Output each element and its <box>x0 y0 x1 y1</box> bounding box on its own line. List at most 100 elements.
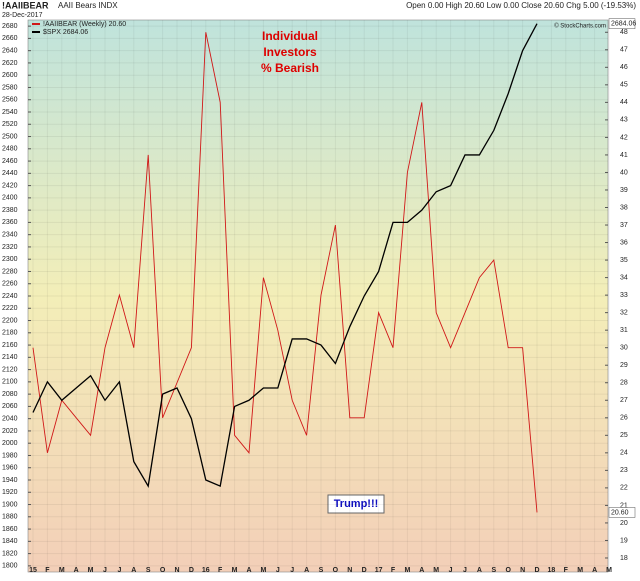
y2-tick-label: 33 <box>620 292 628 299</box>
y2-tick-label: 27 <box>620 397 628 404</box>
x-tick-label: J <box>103 567 107 574</box>
y-tick-label: 2260 <box>2 281 18 288</box>
x-tick-label: 18 <box>548 567 556 574</box>
y2-tick-label: 39 <box>620 187 628 194</box>
chart-subtitle: AAII Bears INDX <box>58 1 118 10</box>
y-tick-label: 2640 <box>2 48 18 55</box>
y2-tick-label: 41 <box>620 152 628 159</box>
end-label: 20.60 <box>611 509 629 516</box>
y-tick-label: 2200 <box>2 317 18 324</box>
x-tick-label: A <box>246 567 251 574</box>
y-tick-label: 1860 <box>2 526 18 533</box>
chart-title: !AAIIBEAR <box>2 0 49 10</box>
y-tick-label: 2320 <box>2 244 18 251</box>
y-tick-label: 1820 <box>2 550 18 557</box>
y-tick-label: 2520 <box>2 121 18 128</box>
y2-tick-label: 23 <box>620 467 628 474</box>
x-tick-label: O <box>333 567 339 574</box>
y-tick-label: 2240 <box>2 293 18 300</box>
y2-tick-label: 45 <box>620 82 628 89</box>
y-tick-label: 2500 <box>2 133 18 140</box>
x-tick-label: A <box>304 567 309 574</box>
x-tick-label: S <box>319 567 324 574</box>
y-tick-label: 2440 <box>2 170 18 177</box>
end-label: 2684.06 <box>611 21 636 28</box>
y-tick-label: 2600 <box>2 72 18 79</box>
y-tick-label: 2660 <box>2 35 18 42</box>
y2-tick-label: 18 <box>620 555 628 562</box>
x-tick-label: M <box>433 567 439 574</box>
callout-box <box>327 494 385 514</box>
y-tick-label: 2080 <box>2 391 18 398</box>
x-tick-label: N <box>520 567 525 574</box>
y-tick-label: 2480 <box>2 146 18 153</box>
x-tick-label: J <box>117 567 121 574</box>
y-tick-label: 2060 <box>2 403 18 410</box>
x-tick-label: F <box>391 567 396 574</box>
y-tick-label: 2220 <box>2 305 18 312</box>
x-tick-label: J <box>463 567 467 574</box>
y2-tick-label: 35 <box>620 257 628 264</box>
y-tick-label: 2180 <box>2 330 18 337</box>
y-tick-label: 2620 <box>2 60 18 67</box>
plot-area <box>27 19 609 573</box>
legend-label: $SPX 2684.06 <box>43 29 88 36</box>
y2-tick-label: 37 <box>620 222 628 229</box>
x-tick-label: M <box>577 567 583 574</box>
x-tick-label: M <box>88 567 94 574</box>
x-tick-label: D <box>534 567 539 574</box>
x-tick-label: O <box>505 567 511 574</box>
y2-tick-label: 44 <box>620 99 628 106</box>
y-tick-label: 1880 <box>2 514 18 521</box>
y-tick-label: 2160 <box>2 342 18 349</box>
y2-tick-label: 38 <box>620 204 628 211</box>
y2-tick-label: 26 <box>620 415 628 422</box>
y2-tick-label: 25 <box>620 432 628 439</box>
y-tick-label: 2540 <box>2 109 18 116</box>
y2-tick-label: 46 <box>620 64 628 71</box>
annotation: Individual <box>262 29 318 43</box>
x-tick-label: J <box>290 567 294 574</box>
annotation: % Bearish <box>261 61 319 75</box>
x-tick-label: J <box>449 567 453 574</box>
y-tick-label: 2560 <box>2 97 18 104</box>
x-tick-label: A <box>419 567 424 574</box>
x-tick-label: F <box>45 567 50 574</box>
x-tick-label: M <box>404 567 410 574</box>
y2-tick-label: 43 <box>620 117 628 124</box>
y2-tick-label: 48 <box>620 29 628 36</box>
y2-tick-label: 22 <box>620 485 628 492</box>
y2-tick-label: 31 <box>620 327 628 334</box>
x-tick-label: 15 <box>29 567 37 574</box>
y-tick-label: 2380 <box>2 207 18 214</box>
x-tick-label: N <box>347 567 352 574</box>
x-tick-label: M <box>606 567 612 574</box>
x-tick-label: A <box>74 567 79 574</box>
y-tick-label: 1940 <box>2 477 18 484</box>
y-tick-label: 2400 <box>2 195 18 202</box>
x-tick-label: J <box>276 567 280 574</box>
y-tick-label: 2280 <box>2 268 18 275</box>
y2-tick-label: 20 <box>620 520 628 527</box>
y-tick-label: 2300 <box>2 256 18 263</box>
y-tick-label: 1980 <box>2 452 18 459</box>
y-tick-label: 1840 <box>2 538 18 545</box>
legend-label: !AAIIBEAR (Weekly) 20.60 <box>43 21 126 28</box>
y-tick-label: 2460 <box>2 158 18 165</box>
y2-tick-label: 47 <box>620 47 628 54</box>
y2-tick-label: 24 <box>620 450 628 457</box>
y-tick-label: 2040 <box>2 416 18 423</box>
x-tick-label: S <box>491 567 496 574</box>
y2-tick-label: 29 <box>620 362 628 369</box>
x-tick-label: 17 <box>375 567 383 574</box>
x-tick-label: N <box>174 567 179 574</box>
x-tick-label: M <box>260 567 266 574</box>
y2-tick-label: 30 <box>620 345 628 352</box>
x-tick-label: A <box>477 567 482 574</box>
y2-tick-label: 34 <box>620 274 628 281</box>
x-tick-label: D <box>362 567 367 574</box>
y2-tick-label: 32 <box>620 309 628 316</box>
x-tick-label: D <box>189 567 194 574</box>
y-tick-label: 1920 <box>2 489 18 496</box>
